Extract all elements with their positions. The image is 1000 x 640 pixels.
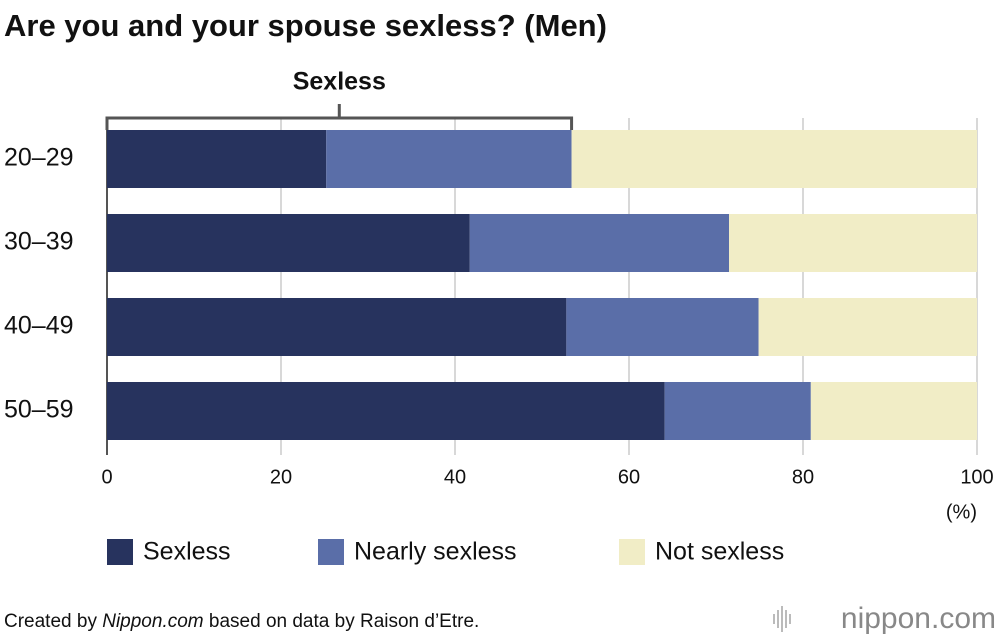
- bar-segment: [107, 130, 327, 188]
- bar-segment: [810, 382, 977, 440]
- source-text: based on data by Raison d’Etre.: [204, 611, 480, 632]
- x-unit: (%): [946, 501, 977, 523]
- annotation-bracket: [105, 104, 574, 130]
- bar-segment: [326, 130, 572, 188]
- bar-segment: [469, 214, 730, 272]
- bar-segment: [729, 214, 977, 272]
- bar-segment: [107, 382, 665, 440]
- y-tick-label: 20–29: [4, 144, 74, 172]
- logo: nippon.com: [841, 602, 996, 635]
- source-text: Created by: [4, 611, 102, 632]
- x-tick-label: 40: [444, 466, 466, 488]
- x-tick-label: 60: [618, 466, 640, 488]
- legend-swatch: [107, 539, 133, 565]
- logo-icon: [773, 606, 791, 632]
- bar-segment: [664, 382, 811, 440]
- legend-swatch: [318, 539, 344, 565]
- source-text: Nippon.com: [102, 611, 203, 632]
- legend-label: Sexless: [143, 538, 231, 566]
- legend-swatch: [619, 539, 645, 565]
- x-tick-label: 20: [270, 466, 292, 488]
- x-tick-label: 80: [792, 466, 814, 488]
- bar-segment: [107, 214, 470, 272]
- x-tick-label: 100: [960, 466, 993, 488]
- bar-segment: [107, 298, 567, 356]
- y-tick-label: 30–39: [4, 228, 74, 256]
- chart-title: Are you and your spouse sexless? (Men): [4, 8, 607, 43]
- x-tick-label: 0: [101, 466, 112, 488]
- bar-segment: [566, 298, 759, 356]
- bar-segment: [758, 298, 977, 356]
- legend-label: Nearly sexless: [354, 538, 517, 566]
- y-tick-label: 40–49: [4, 312, 74, 340]
- source: Created by Nippon.com based on data by R…: [4, 611, 479, 632]
- y-tick-label: 50–59: [4, 396, 74, 424]
- legend-label: Not sexless: [655, 538, 784, 566]
- bar-segment: [571, 130, 977, 188]
- annotation: Sexless: [293, 68, 386, 96]
